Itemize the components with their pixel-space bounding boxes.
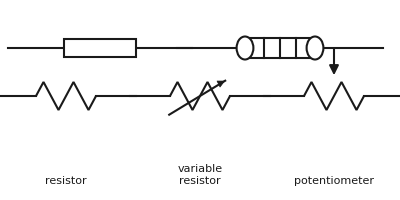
Text: potentiometer: potentiometer: [294, 176, 374, 186]
Text: variable
resistor: variable resistor: [178, 164, 222, 186]
FancyBboxPatch shape: [64, 39, 136, 57]
Text: resistor: resistor: [45, 176, 87, 186]
Ellipse shape: [236, 36, 254, 60]
FancyBboxPatch shape: [245, 38, 315, 58]
Ellipse shape: [307, 36, 323, 60]
